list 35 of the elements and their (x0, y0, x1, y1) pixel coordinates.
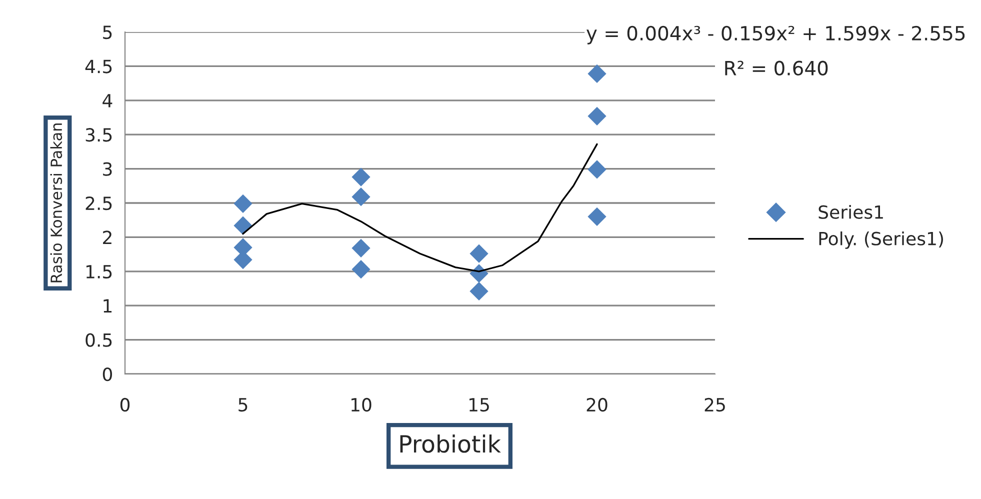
text: R² = 0.640 (725, 60, 828, 76)
y-tick-label: 1.5 (86, 265, 112, 279)
x-tick-label: 5 (238, 398, 248, 412)
x-tick-label: 0 (120, 398, 130, 412)
x-axis-title: Probiotik (400, 434, 501, 453)
x-tick-label: 25 (704, 398, 725, 412)
point (234, 216, 252, 235)
x-tick-label: 15 (469, 398, 489, 412)
y-axis-title: Rasio Konversi Pakan (50, 123, 62, 282)
point (352, 168, 370, 186)
y-tick-label: 3 (103, 162, 112, 176)
y-tick-label: 2 (103, 230, 112, 244)
y-tick-label: 5 (103, 26, 112, 40)
y-tick-label: 0.5 (86, 333, 112, 347)
y-tick-label: 4 (102, 94, 112, 108)
y-tick-label: 1 (104, 299, 112, 312)
y-tick-label: 3.5 (86, 128, 112, 142)
point (234, 194, 252, 213)
legend-label: Series1 (818, 204, 883, 219)
x-tick-label: 10 (351, 398, 372, 412)
point (470, 282, 488, 301)
annotation: y = 0.004x³ - 0.159x² + 1.599x - 2.555 (586, 26, 965, 44)
point (352, 238, 370, 258)
point (352, 260, 370, 279)
point (588, 207, 606, 226)
x-tick-label: 20 (586, 398, 608, 412)
point (588, 160, 606, 179)
point (588, 64, 606, 84)
point (588, 106, 606, 126)
y-tick-label: 4.5 (85, 60, 112, 74)
y-tick-label: 2.5 (86, 196, 112, 210)
point (352, 188, 370, 206)
legend-label: Poly. (Series1) (819, 231, 943, 249)
y-tick-label: 0 (102, 367, 112, 382)
point (470, 244, 488, 263)
